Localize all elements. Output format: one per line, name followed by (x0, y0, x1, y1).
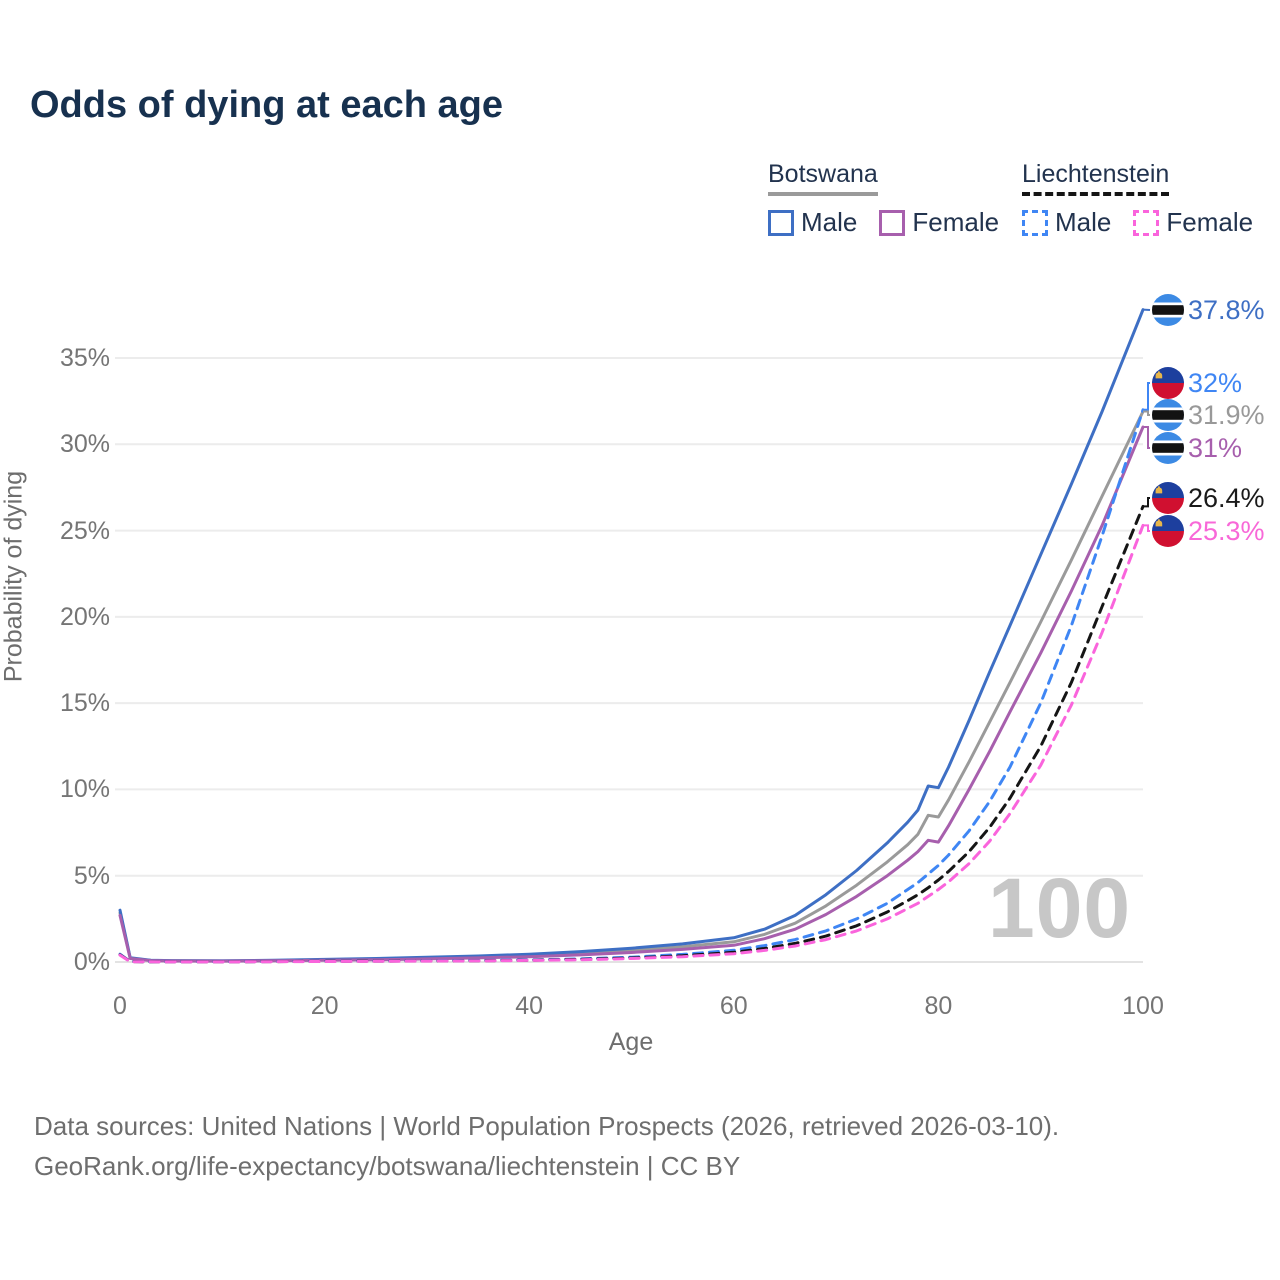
botswana-flag-icon (1152, 432, 1184, 464)
y-tick-label: 25% (59, 516, 110, 545)
legend: Botswana Male Female Liechtenstein Male Femal… (0, 160, 1280, 250)
age-watermark: 100 (988, 861, 1132, 955)
legend-group-liechtenstein: Liechtenstein Male Female (1022, 160, 1253, 238)
end-value-label-bw_b: 31.9% (1188, 400, 1265, 430)
y-tick-label: 10% (59, 775, 110, 804)
y-tick-label: 20% (59, 602, 110, 631)
footer-sources: Data sources: United Nations | World Pop… (34, 1111, 1060, 1141)
series-lines (118, 308, 1145, 964)
connector-bw_f (1143, 426, 1150, 449)
x-tick-label: 100 (1122, 992, 1164, 1020)
series-line-bw_m (118, 308, 1145, 963)
botswana-flag-icon (1152, 294, 1184, 326)
connector-li_m (1143, 382, 1150, 411)
legend-swatch-icon (879, 209, 906, 236)
legend-item-label: Female (1166, 207, 1254, 237)
series-line-li_f (118, 523, 1145, 964)
end-value-label-bw_f: 31% (1188, 433, 1243, 463)
x-tick-label: 20 (310, 992, 339, 1020)
legend-item-liechtenstein-male: Male (1022, 207, 1111, 238)
footer: Data sources: United Nations | World Pop… (34, 1106, 1059, 1186)
legend-country-label: Liechtenstein (1022, 160, 1170, 196)
x-tick-label: 40 (515, 992, 544, 1020)
connector-li_f (1143, 524, 1150, 532)
x-axis-title: Age (608, 1028, 654, 1056)
end-value-label-li_b: 26.4% (1188, 483, 1265, 513)
x-tick-label: 0 (113, 992, 127, 1020)
legend-item-label: Female (912, 207, 1000, 237)
y-tick-label: 0% (73, 948, 110, 976)
series-line-bw_b (118, 410, 1145, 963)
legend-country-label: Botswana (768, 160, 878, 196)
x-tick-label: 80 (924, 992, 953, 1020)
series-line-li_b (118, 504, 1145, 964)
label-connectors (1142, 308, 1151, 532)
series-line-li_m (118, 408, 1145, 964)
legend-group-botswana: Botswana Male Female (768, 160, 999, 238)
legend-swatch-icon (1022, 209, 1048, 236)
y-tick-label: 15% (59, 689, 110, 718)
end-value-label-li_m: 32% (1188, 368, 1243, 398)
footer-attribution: GeoRank.org/life-expectancy/botswana/lie… (34, 1151, 741, 1181)
x-tick-label: 60 (719, 992, 748, 1020)
y-tick-label: 30% (59, 430, 110, 459)
end-value-label-bw_m: 37.8% (1188, 295, 1265, 325)
gridlines (115, 357, 1143, 963)
y-axis-title: Probability of dying (0, 470, 28, 683)
flag-icons (1152, 294, 1184, 547)
legend-item-liechtenstein-female: Female (1133, 207, 1253, 238)
botswana-flag-icon (1152, 399, 1184, 431)
connector-li_b (1143, 497, 1150, 508)
liechtenstein-flag-icon (1152, 515, 1184, 547)
legend-item-label: Male (1055, 207, 1112, 237)
connector-bw_b (1143, 410, 1150, 416)
legend-swatch-icon (1133, 209, 1160, 236)
liechtenstein-flag-icon (1152, 482, 1184, 514)
page-title: Odds of dying at each age (30, 84, 503, 126)
legend-swatch-icon (768, 209, 794, 236)
liechtenstein-flag-icon (1152, 367, 1184, 399)
legend-item-botswana-female: Female (879, 207, 999, 238)
y-tick-label: 35% (59, 344, 110, 372)
end-value-label-li_f: 25.3% (1188, 516, 1265, 546)
y-tick-label: 5% (73, 861, 110, 890)
legend-item-botswana-male: Male (768, 207, 857, 238)
series-line-bw_f (118, 425, 1145, 963)
legend-item-label: Male (801, 207, 858, 237)
